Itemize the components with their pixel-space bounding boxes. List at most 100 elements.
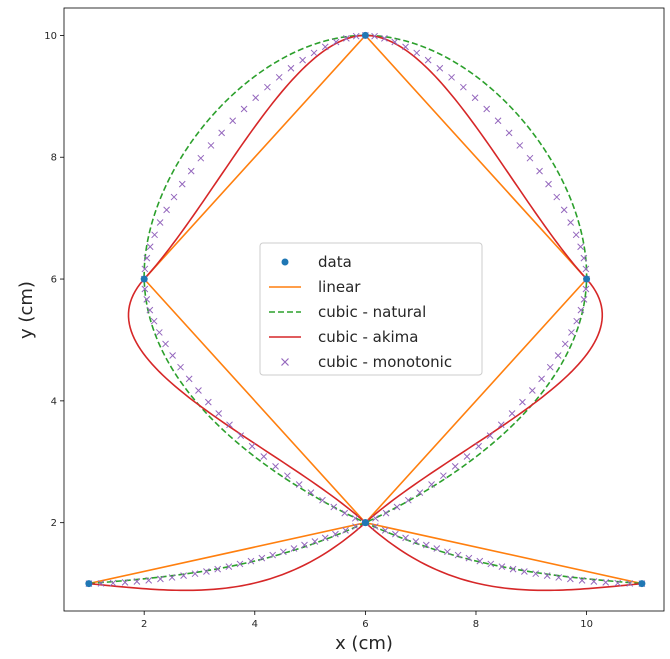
monotonic-marker	[343, 35, 350, 42]
data-point	[361, 519, 369, 527]
monotonic-marker	[177, 363, 184, 371]
monotonic-marker	[332, 530, 339, 538]
monotonic-marker	[146, 306, 154, 314]
monotonic-marker	[341, 509, 349, 517]
x-axis-label: x (cm)	[335, 633, 393, 654]
monotonic-marker	[97, 580, 105, 587]
monotonic-marker	[393, 503, 401, 511]
monotonic-marker	[566, 575, 574, 583]
monotonic-marker	[143, 254, 151, 262]
y-tick-label: 6	[51, 275, 57, 286]
monotonic-marker	[145, 577, 153, 584]
monotonic-marker	[572, 231, 580, 239]
monotonic-marker	[590, 578, 598, 585]
monotonic-marker	[180, 572, 187, 580]
monotonic-marker	[382, 509, 390, 517]
monotonic-marker	[580, 254, 588, 262]
legend-label: cubic - natural	[318, 303, 426, 321]
monotonic-marker	[509, 565, 517, 573]
legend-item: cubic - monotonic	[281, 353, 452, 371]
monotonic-marker	[310, 49, 318, 57]
monotonic-marker	[440, 472, 447, 480]
legend-handle	[281, 258, 289, 266]
monotonic-marker	[371, 523, 379, 530]
monotonic-marker	[290, 545, 298, 552]
monotonic-marker	[269, 551, 277, 559]
monotonic-marker	[299, 56, 306, 64]
monotonic-marker	[582, 265, 590, 273]
monotonic-marker	[275, 73, 283, 81]
monotonic-marker	[560, 206, 568, 214]
monotonic-marker	[321, 534, 329, 542]
monotonic-marker	[371, 32, 378, 40]
data-point	[85, 580, 93, 588]
monotonic-marker	[247, 557, 255, 565]
monotonic-marker	[402, 534, 409, 542]
monotonic-marker	[214, 565, 222, 573]
monotonic-marker	[392, 530, 399, 538]
monotonic-marker	[258, 554, 266, 562]
monotonic-marker	[203, 568, 210, 575]
monotonic-marker	[505, 129, 513, 137]
monotonic-marker	[475, 442, 482, 450]
legend-handle	[281, 358, 289, 366]
monotonic-marker	[301, 541, 308, 549]
data-point	[140, 275, 148, 283]
y-tick-label: 8	[51, 153, 57, 164]
monotonic-marker	[520, 568, 528, 575]
legend-label: cubic - akima	[318, 328, 419, 346]
monotonic-marker	[567, 219, 575, 226]
legend-item: cubic - akima	[269, 328, 419, 346]
monotonic-marker	[178, 180, 186, 188]
monotonic-marker	[602, 579, 610, 586]
monotonic-marker	[141, 265, 149, 273]
monotonic-marker	[516, 142, 524, 149]
monotonic-marker	[554, 352, 562, 359]
legend-item: data	[281, 253, 352, 271]
monotonic-marker	[204, 398, 212, 406]
legend-label: linear	[318, 278, 361, 296]
monotonic-marker	[577, 243, 584, 251]
monotonic-marker	[424, 56, 432, 64]
monotonic-marker	[332, 38, 340, 46]
monotonic-marker	[252, 94, 260, 102]
monotonic-marker	[109, 579, 117, 587]
legend-item: cubic - natural	[269, 303, 426, 321]
monotonic-marker	[546, 363, 554, 371]
monotonic-marker	[526, 154, 534, 162]
monotonic-marker	[207, 142, 215, 149]
monotonic-marker	[577, 306, 585, 314]
monotonic-marker	[528, 387, 536, 394]
monotonic-marker	[248, 442, 256, 450]
monotonic-marker	[471, 94, 479, 102]
monotonic-marker	[543, 572, 551, 580]
axes: 2 4 6 8 10 2 4 6 8 10	[44, 31, 593, 630]
monotonic-marker	[463, 453, 471, 460]
monotonic-marker	[381, 527, 389, 534]
monotonic-marker	[197, 154, 205, 162]
x-tick-label: 6	[362, 619, 368, 630]
monotonic-marker	[372, 514, 379, 522]
monotonic-marker	[404, 496, 412, 504]
monotonic-marker	[146, 243, 154, 251]
monotonic-marker	[121, 579, 129, 586]
monotonic-marker	[451, 462, 459, 470]
monotonic-marker	[476, 557, 484, 565]
monotonic-marker	[225, 563, 233, 570]
monotonic-marker	[330, 503, 338, 511]
y-tick-label: 10	[44, 31, 57, 42]
monotonic-marker	[236, 560, 244, 568]
monotonic-marker	[508, 410, 516, 417]
monotonic-marker	[436, 64, 444, 72]
monotonic-marker	[229, 117, 237, 125]
x-tick-label: 10	[580, 619, 593, 630]
monotonic-marker	[483, 105, 491, 113]
data-point	[361, 31, 369, 39]
monotonic-marker	[487, 560, 495, 568]
monotonic-marker	[460, 83, 467, 91]
monotonic-marker	[413, 49, 421, 57]
monotonic-marker	[157, 575, 164, 583]
monotonic-marker	[185, 375, 193, 383]
monotonic-marker	[264, 83, 271, 91]
